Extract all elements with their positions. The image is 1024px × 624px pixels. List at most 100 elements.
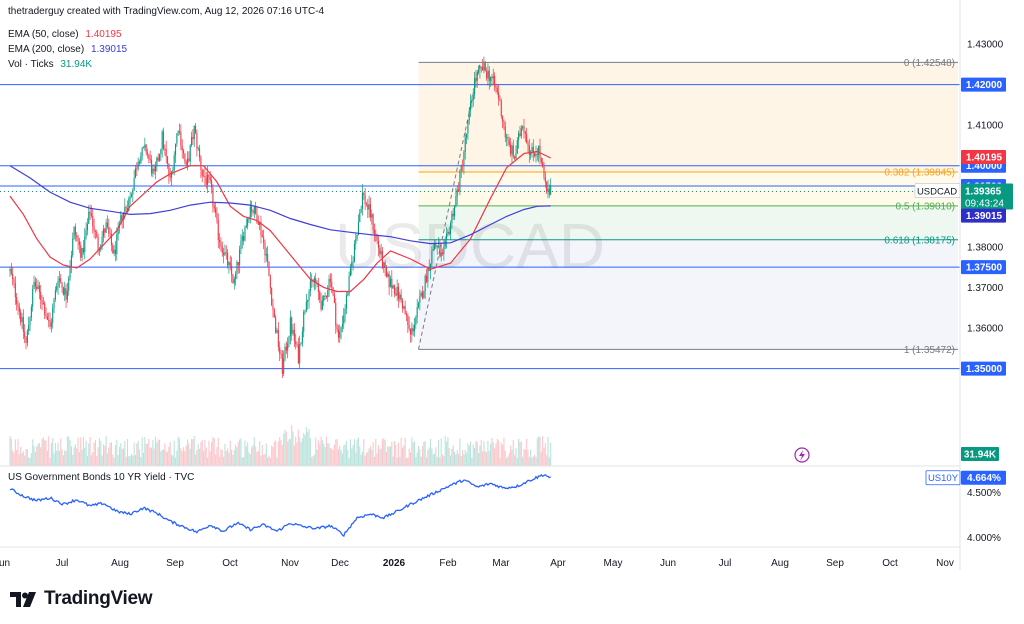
candle-body[interactable] <box>507 136 509 141</box>
candle-body[interactable] <box>38 285 40 293</box>
candle-body[interactable] <box>433 243 436 250</box>
candle-body[interactable] <box>212 187 214 207</box>
candle-body[interactable] <box>542 162 544 167</box>
candle-body[interactable] <box>283 358 285 374</box>
candle-body[interactable] <box>543 166 545 178</box>
candle-body[interactable] <box>361 192 363 209</box>
candle-body[interactable] <box>269 276 271 288</box>
candle-body[interactable] <box>77 237 79 242</box>
candle-body[interactable] <box>247 218 249 226</box>
candle-body[interactable] <box>355 238 357 244</box>
candle-body[interactable] <box>464 137 466 152</box>
candle-body[interactable] <box>415 317 417 325</box>
candle-body[interactable] <box>331 281 333 288</box>
candle-body[interactable] <box>368 204 370 210</box>
candle-body[interactable] <box>373 229 376 234</box>
candle-body[interactable] <box>496 88 498 93</box>
candle-body[interactable] <box>240 240 242 250</box>
candle-body[interactable] <box>65 288 67 300</box>
candle-body[interactable] <box>134 168 137 179</box>
candle-body[interactable] <box>337 329 339 338</box>
candle-body[interactable] <box>12 273 14 279</box>
candle-body[interactable] <box>300 343 302 344</box>
candle-body[interactable] <box>62 287 64 295</box>
candle-body[interactable] <box>219 240 221 243</box>
candle-body[interactable] <box>173 155 175 171</box>
candle-body[interactable] <box>158 154 161 161</box>
candle-body[interactable] <box>401 300 404 309</box>
candle-body[interactable] <box>177 131 179 134</box>
candle-body[interactable] <box>189 145 191 162</box>
candle-body[interactable] <box>94 231 96 232</box>
candle-body[interactable] <box>304 310 306 313</box>
candle-body[interactable] <box>484 63 486 72</box>
candle-body[interactable] <box>188 158 190 162</box>
candle-body[interactable] <box>519 133 521 136</box>
candle-body[interactable] <box>64 288 66 295</box>
candle-body[interactable] <box>114 249 117 255</box>
candle-body[interactable] <box>403 306 405 309</box>
candle-body[interactable] <box>399 294 401 300</box>
candle-body[interactable] <box>68 277 70 291</box>
candle-body[interactable] <box>142 147 145 149</box>
candle-body[interactable] <box>132 190 134 195</box>
candle-body[interactable] <box>511 145 513 155</box>
candle-body[interactable] <box>257 223 259 225</box>
candle-body[interactable] <box>532 146 534 153</box>
candle-body[interactable] <box>37 285 39 289</box>
candle-body[interactable] <box>420 292 422 297</box>
candle-body[interactable] <box>271 287 273 306</box>
candle-body[interactable] <box>443 246 445 255</box>
candle-body[interactable] <box>349 266 351 277</box>
candle-body[interactable] <box>140 156 142 164</box>
candle-body[interactable] <box>341 324 343 328</box>
candle-body[interactable] <box>385 267 388 277</box>
candle-body[interactable] <box>108 226 110 234</box>
candle-body[interactable] <box>160 148 162 155</box>
candle-body[interactable] <box>156 157 158 167</box>
candle-body[interactable] <box>365 204 367 205</box>
candle-body[interactable] <box>275 317 277 333</box>
candle-body[interactable] <box>200 157 202 170</box>
candle-body[interactable] <box>126 208 129 211</box>
candle-body[interactable] <box>109 233 111 235</box>
candle-body[interactable] <box>273 310 275 318</box>
candle-body[interactable] <box>336 325 338 330</box>
candle-body[interactable] <box>46 316 48 320</box>
candle-body[interactable] <box>187 158 189 165</box>
candle-body[interactable] <box>44 303 46 316</box>
candle-body[interactable] <box>470 102 472 111</box>
candle-body[interactable] <box>480 66 482 68</box>
candle-body[interactable] <box>161 131 163 149</box>
candle-body[interactable] <box>351 262 353 267</box>
candle-body[interactable] <box>102 228 104 237</box>
candle-body[interactable] <box>58 278 60 281</box>
candle-body[interactable] <box>421 292 424 299</box>
candle-body[interactable] <box>424 275 426 291</box>
candle-body[interactable] <box>26 331 28 343</box>
candle-body[interactable] <box>307 299 309 302</box>
candle-body[interactable] <box>359 212 361 223</box>
candle-body[interactable] <box>432 249 434 252</box>
candle-body[interactable] <box>170 171 173 178</box>
candle-body[interactable] <box>53 298 55 308</box>
candle-body[interactable] <box>325 295 327 298</box>
candle-body[interactable] <box>52 307 54 323</box>
candle-body[interactable] <box>14 283 16 298</box>
candle-body[interactable] <box>333 294 335 303</box>
candle-body[interactable] <box>252 211 254 214</box>
candle-body[interactable] <box>36 286 38 289</box>
candle-body[interactable] <box>445 233 448 240</box>
candle-body[interactable] <box>352 261 354 263</box>
candle-body[interactable] <box>207 174 209 185</box>
candle-body[interactable] <box>80 245 82 258</box>
candle-body[interactable] <box>106 222 109 227</box>
candle-body[interactable] <box>396 286 398 296</box>
candle-body[interactable] <box>169 175 171 178</box>
candle-body[interactable] <box>192 137 194 140</box>
candle-body[interactable] <box>451 213 453 224</box>
candle-body[interactable] <box>20 311 22 323</box>
candle-body[interactable] <box>125 207 127 209</box>
candle-body[interactable] <box>253 206 255 214</box>
candle-body[interactable] <box>315 278 317 284</box>
